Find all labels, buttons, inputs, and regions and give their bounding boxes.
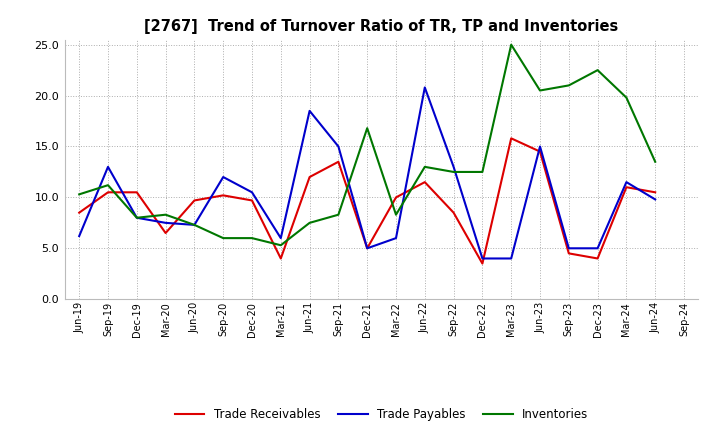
Trade Payables [363, 246, 372, 251]
Trade Receivables [132, 190, 141, 195]
Trade Receivables [564, 251, 573, 256]
Trade Payables [449, 164, 458, 169]
Inventories [622, 95, 631, 100]
Trade Payables [75, 234, 84, 239]
Line: Trade Payables: Trade Payables [79, 88, 655, 258]
Trade Payables [132, 215, 141, 220]
Inventories [75, 192, 84, 197]
Inventories [219, 235, 228, 241]
Trade Payables [507, 256, 516, 261]
Inventories [564, 83, 573, 88]
Trade Receivables [392, 195, 400, 200]
Trade Payables [622, 180, 631, 185]
Trade Payables [392, 235, 400, 241]
Inventories [420, 164, 429, 169]
Trade Payables [276, 235, 285, 241]
Trade Payables [651, 197, 660, 202]
Inventories [305, 220, 314, 225]
Trade Receivables [651, 190, 660, 195]
Inventories [651, 159, 660, 165]
Trade Receivables [507, 136, 516, 141]
Trade Receivables [334, 159, 343, 165]
Inventories [392, 212, 400, 217]
Trade Receivables [478, 261, 487, 266]
Trade Payables [190, 222, 199, 227]
Inventories [536, 88, 544, 93]
Legend: Trade Receivables, Trade Payables, Inventories: Trade Receivables, Trade Payables, Inven… [170, 404, 593, 426]
Trade Receivables [536, 149, 544, 154]
Trade Receivables [449, 210, 458, 215]
Trade Receivables [190, 198, 199, 203]
Trade Payables [334, 144, 343, 149]
Trade Receivables [363, 246, 372, 251]
Trade Receivables [75, 210, 84, 215]
Title: [2767]  Trend of Turnover Ratio of TR, TP and Inventories: [2767] Trend of Turnover Ratio of TR, TP… [145, 19, 618, 34]
Inventories [161, 212, 170, 217]
Line: Inventories: Inventories [79, 45, 655, 245]
Trade Receivables [593, 256, 602, 261]
Inventories [132, 215, 141, 220]
Trade Payables [305, 108, 314, 114]
Trade Payables [161, 220, 170, 225]
Inventories [449, 169, 458, 175]
Trade Payables [104, 164, 112, 169]
Trade Receivables [161, 231, 170, 236]
Trade Receivables [276, 256, 285, 261]
Trade Payables [420, 85, 429, 90]
Trade Receivables [104, 190, 112, 195]
Inventories [363, 125, 372, 131]
Inventories [248, 235, 256, 241]
Trade Payables [564, 246, 573, 251]
Trade Payables [478, 256, 487, 261]
Inventories [593, 67, 602, 73]
Trade Receivables [622, 184, 631, 190]
Inventories [276, 242, 285, 248]
Trade Receivables [248, 198, 256, 203]
Trade Payables [593, 246, 602, 251]
Inventories [507, 42, 516, 48]
Trade Payables [219, 174, 228, 180]
Inventories [334, 212, 343, 217]
Trade Receivables [219, 193, 228, 198]
Trade Receivables [305, 174, 314, 180]
Inventories [190, 222, 199, 227]
Trade Receivables [420, 180, 429, 185]
Inventories [478, 169, 487, 175]
Trade Payables [536, 144, 544, 149]
Inventories [104, 183, 112, 188]
Trade Payables [248, 190, 256, 195]
Line: Trade Receivables: Trade Receivables [79, 138, 655, 264]
